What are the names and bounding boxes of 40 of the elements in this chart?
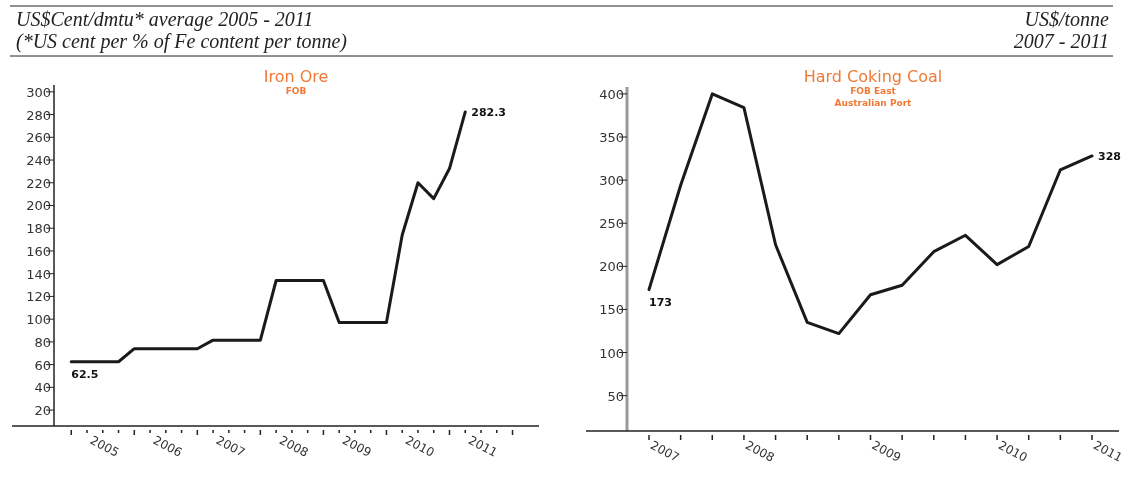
y-tick-label: 240 [26,153,51,169]
y-tick-label: 200 [599,259,624,275]
data-label: 328 [1098,149,1121,163]
text: 2007 - 2011 [1013,30,1109,52]
y-tick-label: 40 [34,380,51,396]
y-axis-title: US$/tonne [1024,8,1110,30]
data-label: 62.5 [71,367,99,381]
y-tick-label: 280 [26,107,51,123]
y-tick-label: 100 [599,345,624,361]
x-tick-label: 2009 [869,438,904,465]
text: (*US cent per % of Fe content per tonne) [16,30,348,53]
y-tick-label: 150 [599,302,624,318]
x-tick-label: 2007 [213,433,248,460]
text: FOB East Australian Port [834,86,913,108]
line-series [69,110,467,364]
y-tick-label: 140 [26,266,51,282]
y-tick-label: 260 [26,130,51,146]
data-label: 173 [649,295,672,309]
y-tick-label: 180 [26,221,51,237]
y-tick-label: 50 [607,388,624,404]
y-tick-label: 20 [34,403,51,419]
y-tick-label: 160 [26,243,51,259]
y-tick-label: 300 [26,84,51,100]
chart-title: Iron Ore [263,67,329,86]
y-tick-label: 60 [34,357,51,373]
y-tick-label: 400 [599,86,624,102]
x-tick-label: 2007 [648,438,682,465]
y-tick-label: 250 [599,216,624,232]
y-tick-label: 220 [26,175,51,191]
y-tick-label: 200 [26,198,51,214]
y-tick-label: 120 [26,289,51,305]
y-axis-title: US$Cent/dmtu* average 2005 - 2011 [16,8,314,31]
y-tick-label: 350 [599,130,624,146]
y-tick-label: 80 [34,334,51,350]
line-series [647,92,1094,336]
y-tick-label: 300 [599,173,624,189]
chart-title: Hard Coking Coal [803,67,943,86]
data-label: 282.3 [471,105,507,119]
y-tick-label: 100 [26,312,51,328]
chart-subtitle: FOB [285,86,307,96]
